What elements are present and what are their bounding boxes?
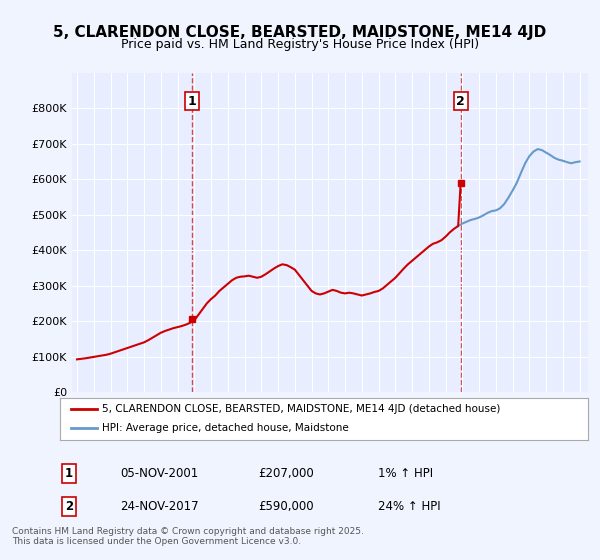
Text: 2: 2 [65, 500, 73, 514]
Text: 24-NOV-2017: 24-NOV-2017 [120, 500, 199, 514]
Text: £590,000: £590,000 [258, 500, 314, 514]
Text: HPI: Average price, detached house, Maidstone: HPI: Average price, detached house, Maid… [102, 423, 349, 433]
Text: 2: 2 [457, 95, 465, 108]
Text: 5, CLARENDON CLOSE, BEARSTED, MAIDSTONE, ME14 4JD (detached house): 5, CLARENDON CLOSE, BEARSTED, MAIDSTONE,… [102, 404, 500, 414]
Text: Price paid vs. HM Land Registry's House Price Index (HPI): Price paid vs. HM Land Registry's House … [121, 38, 479, 51]
Text: 1: 1 [65, 466, 73, 480]
Text: 05-NOV-2001: 05-NOV-2001 [120, 466, 198, 480]
Text: 1% ↑ HPI: 1% ↑ HPI [378, 466, 433, 480]
Text: 1: 1 [187, 95, 196, 108]
Text: 24% ↑ HPI: 24% ↑ HPI [378, 500, 440, 514]
Text: Contains HM Land Registry data © Crown copyright and database right 2025.
This d: Contains HM Land Registry data © Crown c… [12, 526, 364, 546]
Text: 5, CLARENDON CLOSE, BEARSTED, MAIDSTONE, ME14 4JD: 5, CLARENDON CLOSE, BEARSTED, MAIDSTONE,… [53, 25, 547, 40]
Text: £207,000: £207,000 [258, 466, 314, 480]
